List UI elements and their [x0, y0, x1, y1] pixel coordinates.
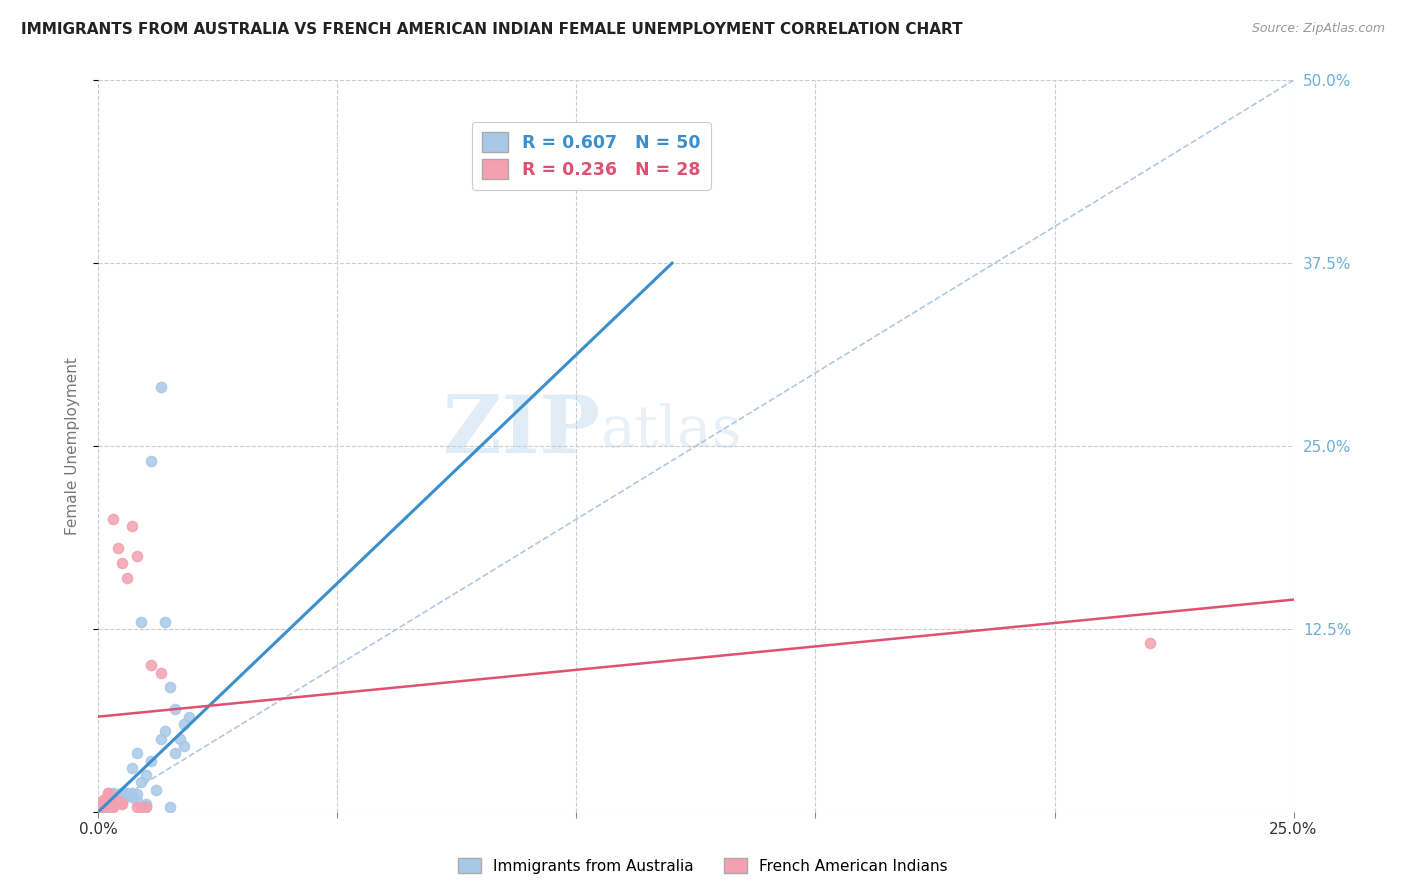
Point	[101, 798, 124, 813]
Point	[163, 702, 186, 716]
Text: atlas: atlas	[600, 403, 742, 459]
Point	[101, 789, 124, 803]
Point	[131, 800, 153, 814]
Point	[97, 790, 120, 805]
Point	[91, 800, 114, 814]
Point	[125, 800, 148, 814]
Point	[135, 798, 157, 813]
Point	[107, 789, 129, 803]
Point	[173, 717, 195, 731]
Point	[149, 731, 172, 746]
Point	[107, 787, 129, 801]
Point	[139, 453, 162, 467]
Point	[111, 787, 134, 801]
Point	[121, 786, 143, 800]
Point	[97, 800, 120, 814]
Point	[101, 787, 124, 801]
Point	[97, 797, 120, 812]
Point	[91, 802, 114, 816]
Point	[125, 795, 148, 809]
Point	[179, 709, 201, 723]
Point	[159, 800, 181, 814]
Point	[155, 724, 177, 739]
Y-axis label: Female Unemployment: Female Unemployment	[65, 357, 80, 535]
Point	[1139, 636, 1161, 650]
Point	[125, 787, 148, 801]
Point	[121, 761, 143, 775]
Point	[131, 775, 153, 789]
Point	[115, 789, 138, 803]
Text: ZIP: ZIP	[443, 392, 600, 470]
Point	[111, 789, 134, 803]
Point	[101, 512, 124, 526]
Point	[135, 797, 157, 812]
Point	[115, 787, 138, 801]
Point	[163, 746, 186, 760]
Point	[107, 795, 129, 809]
Point	[101, 798, 124, 813]
Point	[115, 786, 138, 800]
Point	[111, 786, 134, 800]
Point	[101, 800, 124, 814]
Point	[97, 789, 120, 803]
Point	[91, 802, 114, 816]
Point	[101, 786, 124, 800]
Text: IMMIGRANTS FROM AUSTRALIA VS FRENCH AMERICAN INDIAN FEMALE UNEMPLOYMENT CORRELAT: IMMIGRANTS FROM AUSTRALIA VS FRENCH AMER…	[21, 22, 963, 37]
Point	[111, 556, 134, 570]
Point	[115, 571, 138, 585]
Point	[97, 797, 120, 812]
Point	[107, 790, 129, 805]
Point	[139, 658, 162, 673]
Point	[91, 798, 114, 813]
Point	[91, 800, 114, 814]
Point	[107, 791, 129, 805]
Point	[149, 380, 172, 394]
Point	[97, 787, 120, 801]
Point	[97, 786, 120, 800]
Point	[97, 793, 120, 807]
Point	[159, 681, 181, 695]
Point	[173, 739, 195, 753]
Point	[145, 782, 167, 797]
Point	[125, 549, 148, 563]
Point	[91, 796, 114, 810]
Point	[111, 796, 134, 810]
Point	[97, 786, 120, 800]
Point	[101, 795, 124, 809]
Point	[121, 519, 143, 533]
Text: Source: ZipAtlas.com: Source: ZipAtlas.com	[1251, 22, 1385, 36]
Point	[97, 795, 120, 809]
Point	[111, 797, 134, 812]
Point	[135, 768, 157, 782]
Point	[91, 798, 114, 813]
Legend: Immigrants from Australia, French American Indians: Immigrants from Australia, French Americ…	[451, 852, 955, 880]
Point	[125, 746, 148, 760]
Point	[107, 541, 129, 556]
Point	[91, 796, 114, 810]
Legend: R = 0.607   N = 50, R = 0.236   N = 28: R = 0.607 N = 50, R = 0.236 N = 28	[471, 122, 711, 190]
Point	[135, 800, 157, 814]
Point	[149, 665, 172, 680]
Point	[131, 615, 153, 629]
Point	[91, 793, 114, 807]
Point	[101, 790, 124, 805]
Point	[169, 731, 191, 746]
Point	[121, 790, 143, 805]
Point	[139, 754, 162, 768]
Point	[155, 615, 177, 629]
